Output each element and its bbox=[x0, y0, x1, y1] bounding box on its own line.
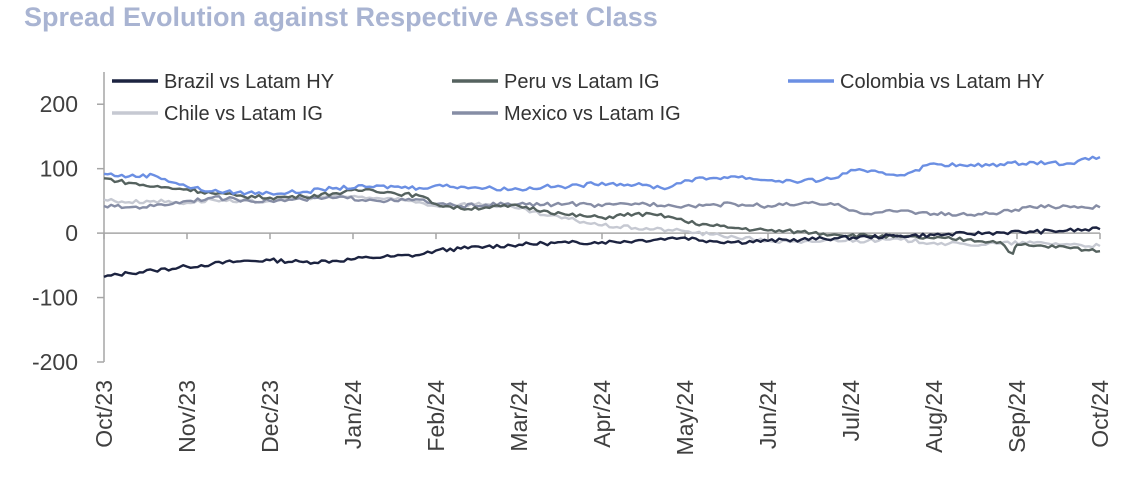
legend-label: Peru vs Latam IG bbox=[504, 71, 660, 93]
y-tick-label: 0 bbox=[65, 220, 78, 246]
y-tick-label: 100 bbox=[40, 156, 78, 182]
legend: Brazil vs Latam HY Peru vs Latam IG Colomb… bbox=[106, 68, 1045, 126]
x-tick-label: Jul/24 bbox=[838, 380, 864, 442]
legend-label: Brazil vs Latam HY bbox=[164, 71, 334, 93]
legend-label: Mexico vs Latam IG bbox=[504, 103, 681, 125]
series-lines bbox=[103, 155, 1101, 279]
x-tick-label: Jun/24 bbox=[755, 380, 781, 449]
x-tick-label: Oct/24 bbox=[1087, 380, 1113, 448]
x-tick-label: Mar/24 bbox=[506, 380, 532, 452]
y-tick-label: -200 bbox=[32, 349, 78, 375]
series-line-brazil-vs-latam-hy bbox=[103, 226, 1101, 279]
x-tick-label: Nov/23 bbox=[174, 380, 200, 453]
legend-label: Chile vs Latam IG bbox=[164, 103, 323, 125]
x-tick-label: Feb/24 bbox=[423, 380, 449, 452]
series-line-mexico-vs-latam-ig bbox=[103, 195, 1101, 217]
y-tick-label: 200 bbox=[40, 91, 78, 117]
x-tick-label: Apr/24 bbox=[589, 380, 615, 448]
x-tick-label: May/24 bbox=[672, 380, 698, 456]
x-tick-label: Dec/23 bbox=[257, 380, 283, 453]
legend-label: Colombia vs Latam HY bbox=[840, 71, 1045, 93]
series-line-chile-vs-latam-ig bbox=[103, 193, 1101, 249]
series-line-peru-vs-latam-ig bbox=[103, 177, 1101, 255]
x-tick-label: Oct/23 bbox=[91, 380, 117, 448]
x-tick-label: Aug/24 bbox=[921, 380, 947, 453]
series-line-colombia-vs-latam-hy bbox=[103, 155, 1101, 196]
chart-title: Spread Evolution against Respective Asse… bbox=[24, 2, 658, 32]
x-tick-label: Jan/24 bbox=[340, 380, 366, 449]
y-axis: 200 100 0 -100 -200 bbox=[32, 72, 105, 375]
y-tick-label: -100 bbox=[32, 285, 78, 311]
x-axis: Oct/23 Nov/23 Dec/23 Jan/24 Feb/24 Mar/24 Apr/… bbox=[91, 232, 1113, 456]
x-tick-label: Sep/24 bbox=[1004, 380, 1030, 453]
